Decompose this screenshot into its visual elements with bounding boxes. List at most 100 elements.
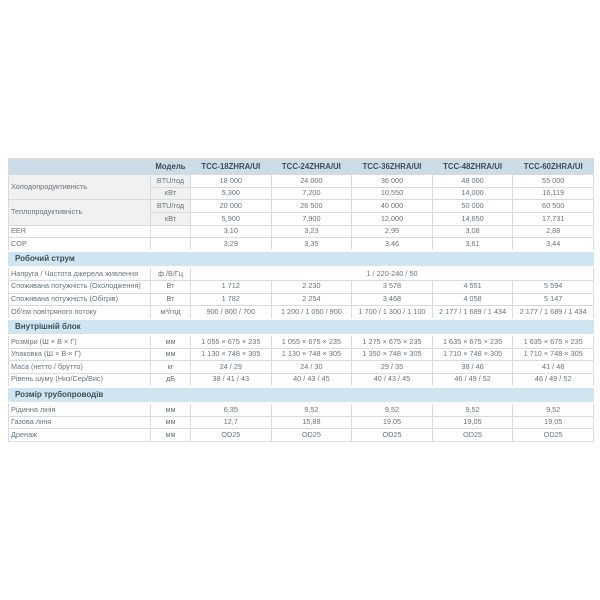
value-cell: 1 275 × 675 × 235	[351, 334, 433, 349]
value-cell: 40 / 43 / 45	[270, 372, 353, 388]
header-model-label: Модель	[150, 157, 191, 176]
value-cell: 12,000	[351, 212, 433, 226]
value-cell: 5 594	[512, 279, 594, 294]
row-label: Дренаж	[8, 428, 151, 442]
value-cell: 14,650	[431, 212, 514, 226]
row-unit: Вт	[150, 279, 191, 294]
value-cell: 36 000	[351, 174, 433, 188]
header-row: Модель TCC-18ZHRA/UI TCC-24ZHRA/UI TCC-3…	[8, 157, 594, 176]
table-row: Рідинна лінія мм 6,35 9,52 9,52 9,52 9,52	[8, 402, 594, 417]
value-cell: 16,119	[512, 186, 594, 201]
value-cell: 1 782	[190, 292, 272, 307]
value-cell: 1 710 × 748 × 305	[512, 347, 594, 362]
row-label: Об'єм повітряного потоку	[8, 305, 151, 320]
value-cell: 29 / 35	[351, 360, 433, 374]
value-cell: 10,550	[351, 186, 433, 201]
table-row: Холодопродуктивність BTU/год 18 000 24 000 3…	[8, 174, 594, 201]
value-cell: 1 130 × 748 × 305	[270, 347, 353, 362]
table-row: COP 3,29 3,35 3,46 3,61 3,44	[8, 237, 594, 252]
value-cell: OD25	[351, 428, 433, 442]
value-cell: 40 / 43 / 45	[351, 372, 433, 388]
spec-table: Модель TCC-18ZHRA/UI TCC-24ZHRA/UI TCC-3…	[8, 157, 594, 442]
table-row: EER 3,10 3,23 2,95 3,08 2,88	[8, 224, 594, 239]
table-row: Споживана потужність (Обігрів) Вт 1 782 2 2…	[8, 292, 594, 307]
section-band-row: Внутрішній блок	[8, 317, 594, 337]
row-unit: м³/год	[150, 305, 191, 320]
row-unit: дБ	[150, 372, 191, 388]
row-unit: BTU/год	[150, 174, 191, 188]
row-label: Газова лінія	[8, 415, 151, 430]
section-band-row: Робочий струм	[8, 249, 594, 269]
value-cell: 7,900	[270, 212, 353, 226]
table-row: Напруга / Частота джерела живлення ф./В/Г…	[8, 266, 594, 281]
value-cell: OD25	[190, 428, 272, 442]
value-cell: 55 000	[512, 174, 594, 188]
table-row: Споживана потужність (Охолодження) Вт 1 71…	[8, 279, 594, 294]
table-row: Рівень шуму (Низ/Сер/Вис) дБ 38 / 41 / 43 4…	[8, 372, 594, 388]
row-label: Рівень шуму (Низ/Сер/Вис)	[8, 372, 151, 388]
row-label: COP	[8, 237, 151, 252]
value-cell: 1 635 × 675 × 235	[431, 334, 514, 349]
section-band-row: Розмір трубопроводів	[8, 385, 594, 405]
value-cell: 1 712	[190, 279, 272, 294]
value-cell: 4 551	[431, 279, 514, 294]
value-cell: 5,900	[190, 212, 272, 226]
value-cell: 3,29	[190, 237, 272, 252]
value-cell: 19,05	[431, 415, 514, 430]
header-model-column: TCC-48ZHRA/UI	[431, 157, 514, 176]
value-cell: 1 200 / 1 050 / 900	[270, 305, 353, 320]
header-model-column: TCC-36ZHRA/UI	[351, 157, 433, 176]
row-unit: кг	[150, 360, 191, 374]
row-label: Рідинна лінія	[8, 402, 151, 417]
header-model-column: TCC-18ZHRA/UI	[190, 157, 272, 176]
value-cell: 2 177 / 1 689 / 1 434	[512, 305, 594, 320]
value-cell: 7,200	[270, 186, 353, 201]
row-unit: мм	[150, 334, 191, 349]
value-cell: 46 / 49 / 52	[431, 372, 514, 388]
table-row: Газова лінія мм 12,7 15,88 19,05 19,05 19,05	[8, 415, 594, 430]
value-cell: 5 147	[512, 292, 594, 307]
value-cell: 9,52	[512, 402, 594, 417]
value-cell: 2 254	[270, 292, 353, 307]
value-cell: 24 / 29	[190, 360, 272, 374]
value-cell: 26 500	[270, 199, 353, 214]
row-label: Холодопродуктивність	[8, 174, 151, 201]
table-row: Дренаж мм OD25 OD25 OD25 OD25 OD25	[8, 428, 594, 442]
value-cell: 3,08	[431, 224, 514, 239]
value-cell: 48 000	[431, 174, 514, 188]
value-cell: 2 230	[270, 279, 353, 294]
value-cell: 50 000	[431, 199, 514, 214]
row-unit: мм	[150, 428, 191, 442]
value-cell: 3 578	[351, 279, 433, 294]
row-unit: Вт	[150, 292, 191, 307]
value-cell: 46 / 49 / 52	[512, 372, 594, 388]
row-unit: мм	[150, 415, 191, 430]
value-cell: 17,731	[512, 212, 594, 226]
value-cell: 6,35	[190, 402, 272, 417]
section-title: Розмір трубопроводів	[8, 385, 594, 405]
value-cell: 2 177 / 1 689 / 1 434	[431, 305, 514, 320]
section-title: Внутрішній блок	[8, 317, 594, 337]
spec-table-body: Холодопродуктивність BTU/год 18 000 24 000 3…	[8, 174, 594, 442]
value-cell: OD25	[512, 428, 594, 442]
value-cell: 3,10	[190, 224, 272, 239]
value-cell: 1 055 × 675 × 235	[270, 334, 353, 349]
row-unit: ф./В/Гц	[150, 266, 191, 281]
value-cell: 41 / 48	[512, 360, 594, 374]
value-cell: 1 / 220-240 / 50	[190, 266, 594, 281]
value-cell: 1 700 / 1 300 / 1 100	[351, 305, 433, 320]
value-cell: 2,88	[512, 224, 594, 239]
value-cell: 9,52	[351, 402, 433, 417]
row-label: Споживана потужність (Обігрів)	[8, 292, 151, 307]
value-cell: 1 350 × 748 × 305	[351, 347, 433, 362]
value-cell: 40 000	[351, 199, 433, 214]
value-cell: 9,52	[270, 402, 353, 417]
value-cell: OD25	[270, 428, 353, 442]
row-label: Розміри (Ш × В × Г)	[8, 334, 151, 349]
value-cell: 15,88	[270, 415, 353, 430]
value-cell: 20 000	[190, 199, 272, 214]
row-unit: мм	[150, 402, 191, 417]
value-cell: 1 710 × 748 × 305	[431, 347, 514, 362]
value-cell: 38 / 41 / 43	[190, 372, 272, 388]
